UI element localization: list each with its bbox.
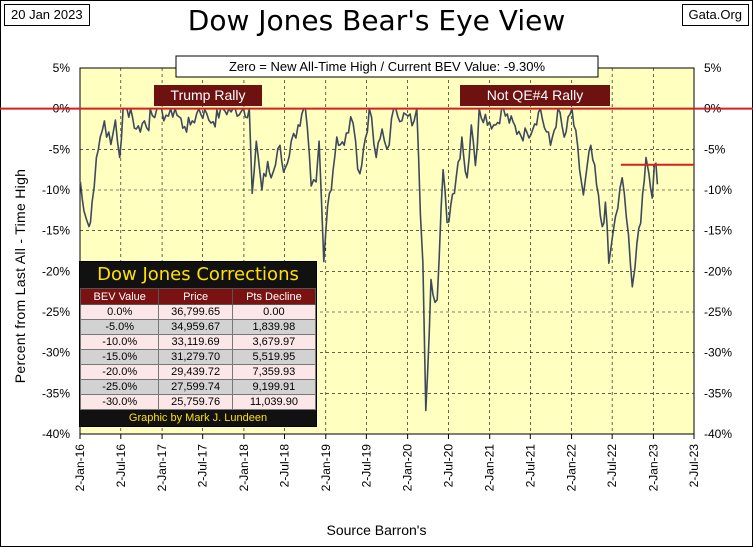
x-tick-label: 2-Jul-22 xyxy=(605,444,619,488)
site-label: Gata.Org xyxy=(681,4,749,26)
y-axis-right: 5%0%-5%-10%-15%-20%-25%-30%-35%-40% xyxy=(704,61,732,441)
bev-value-cell: -25.0% xyxy=(79,379,160,395)
x-tick-label: 2-Jan-21 xyxy=(483,444,497,492)
annotation-trump-rally: Trump Rally xyxy=(171,87,246,103)
bev-value-cell: -15.0% xyxy=(79,349,160,365)
table-row: -25.0% 27,599.74 9,199.91 xyxy=(79,379,317,395)
bev-value-cell: 0.0% xyxy=(79,304,160,320)
pts-decline-cell: 5,519.95 xyxy=(231,349,317,365)
x-tick-label: 2-Jul-19 xyxy=(359,444,373,488)
chart-title: Dow Jones Bear's Eye View xyxy=(187,4,566,37)
pts-decline-cell: 0.00 xyxy=(231,304,317,320)
bev-value-cell: -20.0% xyxy=(79,364,160,380)
price-cell: 33,119.69 xyxy=(158,334,233,350)
price-cell: 29,439.72 xyxy=(158,364,233,380)
table-row: -20.0% 29,439.72 7,359.93 xyxy=(79,364,317,380)
y-tick-label: -10% xyxy=(42,183,70,197)
bev-value-cell: -5.0% xyxy=(79,319,160,335)
x-axis: 2-Jan-16 2-Jul-16 2-Jan-17 2-Jul-17 2-Jan-18… xyxy=(73,434,701,491)
y-tick-label: -20% xyxy=(42,264,70,278)
x-tick-label: 2-Jul-20 xyxy=(441,444,455,488)
annotation-banner-not-qe4 xyxy=(460,85,610,106)
x-tick-label: 2-Jan-16 xyxy=(73,444,87,492)
column-header: Price xyxy=(158,288,233,305)
pts-decline-cell: 11,039.90 xyxy=(231,394,317,410)
pts-decline-cell: 3,679.97 xyxy=(231,334,317,350)
subtitle-box xyxy=(175,55,599,78)
x-tick-label: 2-Jan-18 xyxy=(237,444,251,492)
pts-decline-cell: 9,199.91 xyxy=(231,379,317,395)
y-tick-label: -20% xyxy=(704,264,732,278)
y-tick-label: -15% xyxy=(704,224,732,238)
y-tick-label: 5% xyxy=(704,61,722,75)
x-tick-label: 2-Jan-19 xyxy=(319,444,333,492)
y-tick-label: 5% xyxy=(53,61,71,75)
column-header: BEV Value xyxy=(79,288,160,305)
bev-value-cell: -10.0% xyxy=(79,334,160,350)
y-tick-label: -25% xyxy=(42,305,70,319)
y-tick-label: -30% xyxy=(42,346,70,360)
bev-value-cell: -30.0% xyxy=(79,394,160,410)
annotation-banner-trump xyxy=(154,85,262,106)
y-tick-label: -15% xyxy=(42,224,70,238)
x-tick-label: 2-Jul-16 xyxy=(114,444,128,488)
table-row: -30.0% 25,759.76 11,039.90 xyxy=(79,394,317,410)
x-tick-label: 2-Jan-17 xyxy=(155,444,169,492)
column-header: Pts Decline xyxy=(231,288,317,305)
table-row: -5.0% 34,959.67 1,839.98 xyxy=(79,319,317,335)
y-tick-label: -35% xyxy=(42,386,70,400)
corrections-grid: BEV Value Price Pts Decline 0.0% 36,799.… xyxy=(79,288,317,410)
y-tick-label: -35% xyxy=(704,386,732,400)
annotation-not-qe4-rally: Not QE#4 Rally xyxy=(487,87,583,103)
x-tick-label: 2-Jan-23 xyxy=(646,444,660,492)
y-axis-label: Percent from Last All - Time High xyxy=(12,168,28,384)
corrections-table-title: Dow Jones Corrections xyxy=(97,264,299,285)
corrections-table-footer: Graphic by Mark J. Lundeen xyxy=(128,412,268,424)
pts-decline-cell: 1,839.98 xyxy=(231,319,317,335)
x-tick-label: 2-Jan-22 xyxy=(565,444,579,492)
price-cell: 36,799.65 xyxy=(158,304,233,320)
corrections-table: Dow Jones Corrections BEV Value Price Pt… xyxy=(79,261,317,427)
table-row: 0.0% 36,799.65 0.00 xyxy=(79,304,317,320)
subtitle: Zero = New All-Time High / Current BEV V… xyxy=(229,59,546,74)
price-cell: 25,759.76 xyxy=(158,394,233,410)
reference-lines xyxy=(0,107,753,166)
x-axis-label: Source Barron's xyxy=(326,522,427,538)
y-tick-label: -30% xyxy=(704,346,732,360)
y-tick-label: -40% xyxy=(42,427,70,441)
table-row: -15.0% 31,279.70 5,519.95 xyxy=(79,349,317,365)
y-tick-label: -10% xyxy=(704,183,732,197)
y-axis-left: 5%0%-5%-10%-15%-20%-25%-30%-35%-40% xyxy=(42,61,70,441)
price-cell: 27,599.74 xyxy=(158,379,233,395)
x-tick-label: 2-Jul-18 xyxy=(278,444,292,488)
y-tick-label: -25% xyxy=(704,305,732,319)
x-tick-label: 2-Jul-23 xyxy=(687,444,701,488)
pts-decline-cell: 7,359.93 xyxy=(231,364,317,380)
price-cell: 31,279.70 xyxy=(158,349,233,365)
y-tick-label: -5% xyxy=(704,142,726,156)
y-tick-label: -5% xyxy=(49,142,71,156)
table-row: -10.0% 33,119.69 3,679.97 xyxy=(79,334,317,350)
bev-series-line xyxy=(79,107,659,412)
y-tick-label: -40% xyxy=(704,427,732,441)
date-label: 20 Jan 2023 xyxy=(4,4,90,26)
x-tick-label: 2-Jan-20 xyxy=(401,444,415,492)
corrections-header-row: BEV Value Price Pts Decline xyxy=(79,288,317,305)
x-tick-label: 2-Jul-21 xyxy=(523,444,537,488)
x-tick-label: 2-Jul-17 xyxy=(196,444,210,488)
price-cell: 34,959.67 xyxy=(158,319,233,335)
